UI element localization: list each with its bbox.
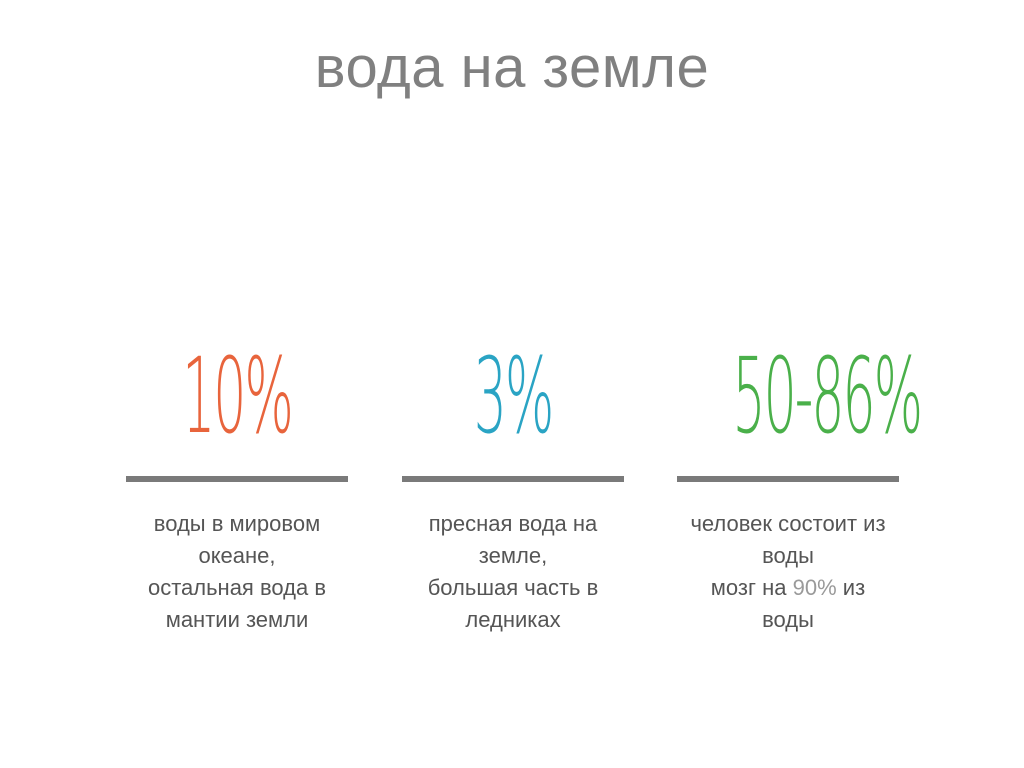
divider bbox=[402, 476, 624, 482]
stat-column-fresh-water: 3% пресная вода на земле, большая часть … bbox=[402, 330, 624, 632]
stat-value: 3% bbox=[473, 335, 555, 457]
stat-description: человек состоит из воды мозг на 90% из в… bbox=[657, 508, 919, 636]
description-line: земле, bbox=[478, 543, 548, 568]
divider bbox=[677, 476, 899, 482]
divider bbox=[126, 476, 348, 482]
stat-column-ocean: 10% воды в мировом океане, остальная вод… bbox=[126, 330, 348, 632]
description-line: мозг на 90% из bbox=[657, 572, 919, 604]
description-line: мантии земли bbox=[165, 607, 309, 632]
highlight-value: 90% bbox=[792, 575, 837, 600]
stat-value: 10% bbox=[182, 335, 294, 457]
description-line: океане, bbox=[198, 543, 276, 568]
stat-value: 50-86% bbox=[732, 335, 924, 457]
stat-description: воды в мировом океане, остальная вода в … bbox=[106, 508, 368, 636]
description-line: пресная вода на bbox=[428, 511, 598, 536]
slide-title: вода на земле bbox=[314, 35, 710, 100]
description-line: ледниках bbox=[465, 607, 561, 632]
description-line: человек состоит из bbox=[690, 511, 886, 536]
description-line: воды в мировом bbox=[153, 511, 321, 536]
description-line: воды bbox=[762, 543, 814, 568]
stat-column-human: 50-86% человек состоит из воды мозг на 9… bbox=[677, 330, 924, 632]
description-line: остальная вода в bbox=[147, 575, 327, 600]
description-line: большая часть в bbox=[427, 575, 599, 600]
description-text: мозг на bbox=[710, 575, 793, 600]
description-line: воды bbox=[762, 607, 814, 632]
description-text: из bbox=[836, 575, 866, 600]
stat-description: пресная вода на земле, большая часть в л… bbox=[382, 508, 644, 636]
